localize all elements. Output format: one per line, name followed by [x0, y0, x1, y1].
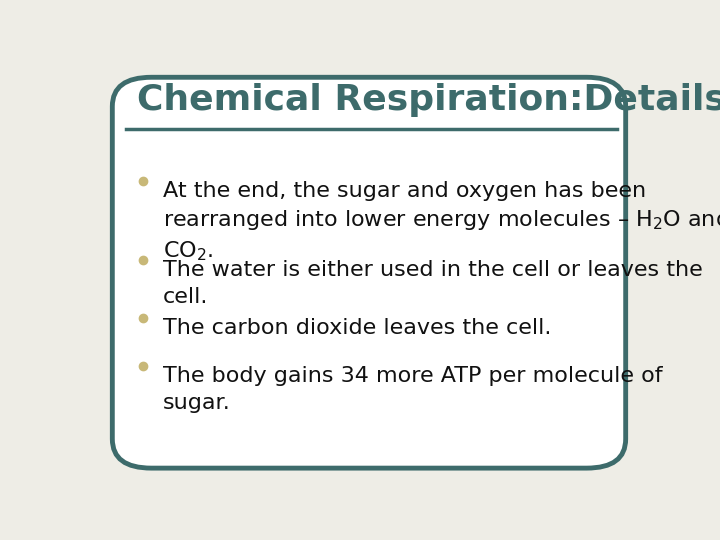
Text: The water is either used in the cell or leaves the
cell.: The water is either used in the cell or … [163, 260, 702, 307]
Text: The carbon dioxide leaves the cell.: The carbon dioxide leaves the cell. [163, 319, 551, 339]
Text: Chemical Respiration:Details: Chemical Respiration:Details [138, 83, 720, 117]
FancyBboxPatch shape [112, 77, 626, 468]
Text: The body gains 34 more ATP per molecule of
sugar.: The body gains 34 more ATP per molecule … [163, 366, 662, 413]
Text: At the end, the sugar and oxygen has been
rearranged into lower energy molecules: At the end, the sugar and oxygen has bee… [163, 181, 720, 263]
